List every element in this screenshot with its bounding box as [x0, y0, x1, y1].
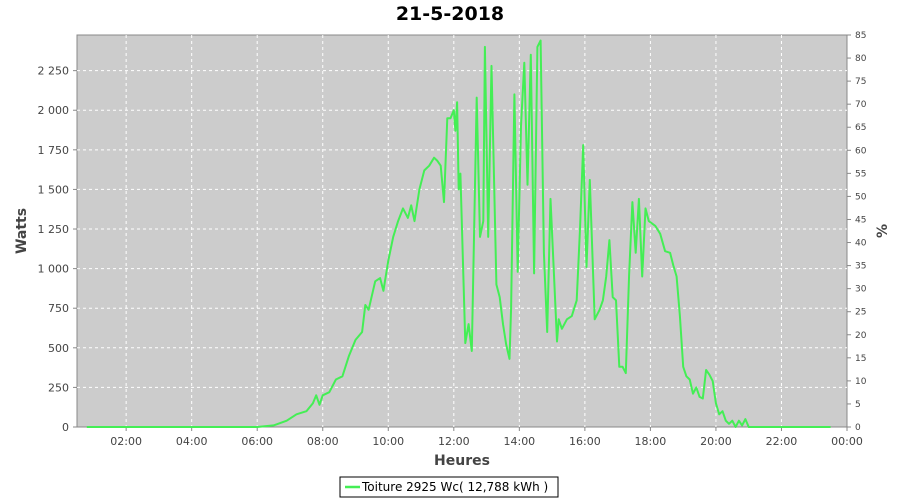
y2-tick-label: 85 — [855, 31, 866, 41]
x-tick-label: 18:00 — [635, 435, 667, 448]
x-tick-label: 02:00 — [110, 435, 142, 448]
x-tick-label: 08:00 — [307, 435, 339, 448]
y-axis-label: Watts — [14, 208, 30, 254]
x-tick-label: 00:00 — [831, 435, 863, 448]
x-tick-label: 22:00 — [766, 435, 798, 448]
y2-tick-label: 40 — [855, 239, 867, 249]
y-tick-label: 250 — [48, 381, 69, 394]
y2-tick-label: 70 — [855, 100, 867, 110]
y-tick-label: 1 750 — [38, 144, 70, 157]
x-tick-label: 16:00 — [569, 435, 601, 448]
x-tick-label: 10:00 — [372, 435, 404, 448]
x-tick-label: 06:00 — [241, 435, 273, 448]
x-axis-label: Heures — [434, 453, 490, 469]
y2-tick-label: 0 — [855, 423, 861, 433]
chart-title: 21-5-2018 — [396, 3, 504, 25]
y2-tick-label: 80 — [855, 54, 867, 64]
y-tick-label: 1 250 — [38, 223, 70, 236]
y2-tick-label: 25 — [855, 308, 866, 318]
y2-tick-label: 55 — [855, 169, 866, 179]
y-tick-label: 500 — [48, 342, 69, 355]
y2-tick-label: 35 — [855, 262, 866, 272]
legend-box — [339, 476, 559, 498]
y-tick-label: 2 000 — [38, 104, 70, 117]
x-tick-label: 20:00 — [700, 435, 732, 448]
x-tick-label: 12:00 — [438, 435, 470, 448]
x-tick-label: 04:00 — [176, 435, 208, 448]
y2-axis-label: % — [875, 224, 891, 238]
y-tick-label: 1 000 — [38, 263, 70, 276]
y2-tick-label: 45 — [855, 215, 866, 225]
y2-tick-label: 10 — [855, 377, 867, 387]
y2-tick-label: 15 — [855, 354, 866, 364]
legend: Toiture 2925 Wc( 12,788 kWh ) — [339, 476, 559, 498]
y2-tick-label: 30 — [855, 285, 867, 295]
y2-tick-label: 60 — [855, 146, 867, 156]
x-tick-label: 14:00 — [503, 435, 535, 448]
y-tick-label: 0 — [62, 421, 69, 434]
legend-label: Toiture 2925 Wc( 12,788 kWh ) — [361, 480, 548, 494]
series-line — [86, 39, 831, 428]
y2-tick-label: 65 — [855, 123, 866, 133]
y2-tick-label: 5 — [855, 400, 861, 410]
y-tick-label: 2 250 — [38, 65, 70, 78]
y2-tick-label: 75 — [855, 77, 866, 87]
y-tick-label: 1 500 — [38, 183, 70, 196]
y-tick-label: 750 — [48, 302, 69, 315]
series-layer — [86, 39, 831, 428]
y2-tick-label: 50 — [855, 192, 867, 202]
axis-ticks: 02:00 04:00 06:00 08:00 10:00 12:00 14:00 16:00… — [38, 31, 867, 448]
y2-tick-label: 20 — [855, 331, 867, 341]
